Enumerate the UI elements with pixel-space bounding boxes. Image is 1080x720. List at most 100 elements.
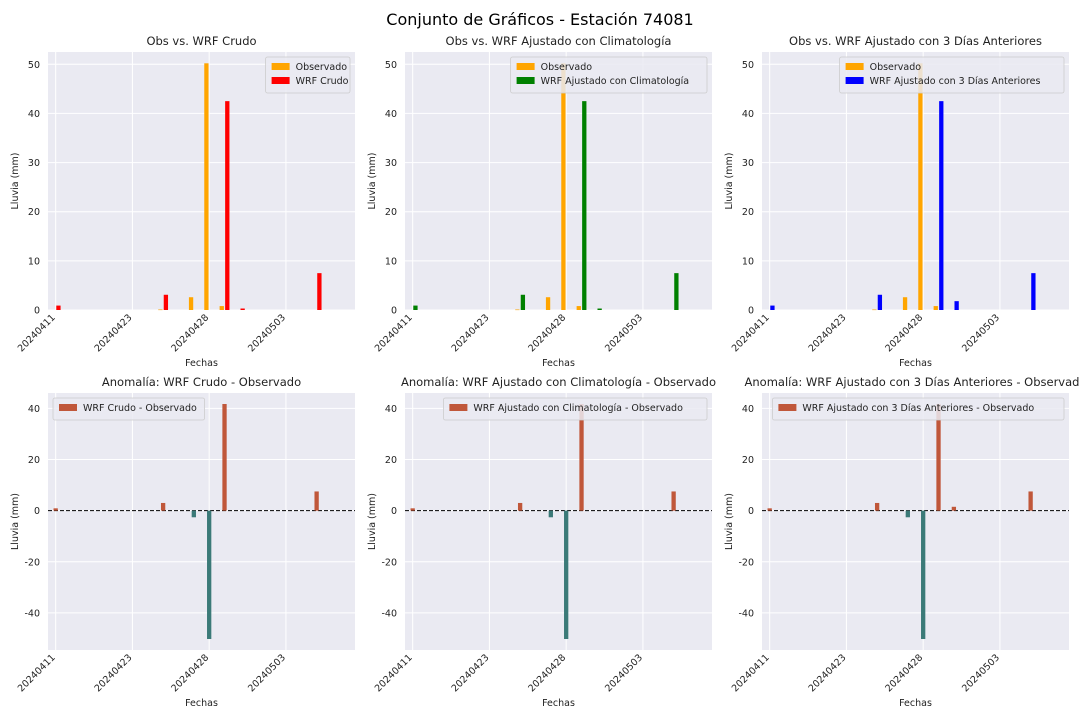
y-axis-label: Lluvia (mm): [724, 493, 735, 550]
legend-label: WRF Crudo - Observado: [83, 403, 197, 414]
y-axis-label: Lluvia (mm): [10, 153, 21, 210]
x-tick-label: 20240411: [730, 652, 772, 694]
y-tick-label: 10: [28, 256, 40, 267]
bar-series-2: [1031, 273, 1036, 310]
y-tick-label: 20: [385, 455, 397, 466]
x-tick-label: 20240423: [807, 312, 849, 354]
y-axis-label: Lluvia (mm): [367, 153, 378, 210]
y-tick-label: 0: [391, 306, 397, 317]
y-tick-label: 10: [742, 256, 754, 267]
x-tick-label: 20240411: [730, 312, 772, 354]
y-tick-label: 30: [385, 158, 397, 169]
bar-series-1: [671, 491, 676, 511]
bar-series-2: [240, 308, 245, 310]
legend-label: Observado: [296, 62, 348, 73]
y-tick-label: 40: [28, 404, 40, 415]
bar-series-1: [160, 502, 166, 511]
chart-panel-2: 0 10 20 30 40 50 20240411 20240423 20240428 20240…: [367, 34, 712, 369]
x-tick-label: 20240428: [169, 652, 211, 694]
y-tick-label: -40: [381, 608, 397, 619]
y-tick-label: -20: [738, 557, 754, 568]
bar-series-1: [222, 403, 227, 511]
legend-box: [442, 397, 708, 421]
y-tick-label: -40: [738, 608, 754, 619]
y-tick-label: 20: [28, 455, 40, 466]
bar-series-1: [918, 63, 923, 310]
bar-series-2: [674, 273, 679, 310]
x-tick-label: 20240503: [960, 312, 1002, 354]
legend-label: WRF Crudo: [296, 76, 349, 87]
legend-swatch: [59, 404, 77, 411]
x-tick-label: 20240503: [960, 652, 1002, 694]
bar-series-2: [413, 305, 418, 310]
x-axis-label: Fechas: [185, 358, 218, 369]
x-tick-label: 20240428: [169, 312, 211, 354]
x-tick-label: 20240411: [16, 312, 58, 354]
bar-series-1: [579, 403, 584, 511]
plot-area: [405, 393, 712, 650]
x-tick-label: 20240411: [373, 652, 415, 694]
x-tick-label: 20240503: [603, 312, 645, 354]
y-tick-label: 40: [385, 404, 397, 415]
x-axis-label: Fechas: [899, 698, 932, 709]
y-tick-label: 10: [385, 256, 397, 267]
chart-panel-4: -40 -20 0 20 40 20240411 20240423 20240428 20240…: [10, 375, 355, 709]
legend-box: [839, 56, 1065, 94]
bar-series-1: [515, 309, 520, 311]
bar-series-2: [520, 294, 526, 310]
y-tick-label: 30: [742, 158, 754, 169]
x-tick-label: 20240503: [603, 652, 645, 694]
y-axis-label: Lluvia (mm): [724, 153, 735, 210]
legend-swatch: [271, 63, 290, 70]
bar-series-1: [545, 297, 551, 310]
plot-area: [762, 52, 1069, 310]
chart-panel-3: 0 10 20 30 40 50 20240411 20240423 20240428 20240…: [724, 34, 1069, 369]
chart-title: Anomalía: WRF Crudo - Observado: [102, 375, 301, 389]
plot-area: [48, 52, 355, 310]
plot-area: [762, 393, 1069, 650]
x-axis-label: Fechas: [899, 358, 932, 369]
legend-swatch: [778, 404, 797, 411]
bar-series-2: [56, 305, 61, 310]
bar-series-1: [951, 506, 957, 511]
x-tick-label: 20240423: [450, 312, 492, 354]
x-tick-label: 20240428: [883, 312, 925, 354]
chart-title: Obs vs. WRF Crudo: [146, 34, 256, 48]
bar-series-1: [564, 510, 569, 640]
figure-title: Conjunto de Gráficos - Estación 74081: [386, 10, 694, 29]
chart-title: Obs vs. WRF Ajustado con 3 Días Anterior…: [789, 34, 1042, 48]
legend-swatch: [516, 63, 535, 70]
chart-title: Anomalía: WRF Ajustado con 3 Días Anteri…: [745, 375, 1080, 389]
legend-swatch: [845, 77, 864, 84]
legend-label: Observado: [870, 62, 922, 73]
y-tick-label: 40: [742, 109, 754, 120]
bar-series-1: [219, 306, 224, 310]
bar-series-2: [954, 301, 959, 310]
bar-series-2: [877, 294, 883, 310]
plot-area: [48, 393, 355, 650]
y-tick-label: 20: [385, 207, 397, 218]
legend: WRF Ajustado con Climatología - Observad…: [442, 397, 708, 421]
bar-series-1: [933, 306, 938, 310]
legend-swatch: [845, 63, 864, 70]
x-tick-label: 20240428: [526, 652, 568, 694]
legend-label: WRF Ajustado con 3 Días Anteriores - Obs…: [802, 403, 1034, 414]
y-tick-label: 30: [28, 158, 40, 169]
bar-series-1: [53, 508, 58, 511]
bar-series-1: [936, 403, 941, 511]
x-tick-label: 20240428: [526, 312, 568, 354]
bar-series-1: [188, 297, 194, 310]
y-axis-label: Lluvia (mm): [367, 493, 378, 550]
y-tick-label: 20: [742, 455, 754, 466]
x-axis-label: Fechas: [542, 358, 575, 369]
bar-series-1: [872, 309, 877, 311]
chart-panel-1: 0 10 20 30 40 50 20240411 20240423 20240428 20240…: [10, 34, 355, 369]
bar-series-2: [770, 305, 775, 310]
legend-label: WRF Ajustado con 3 Días Anteriores: [870, 76, 1041, 87]
x-axis-label: Fechas: [542, 698, 575, 709]
chart-title: Obs vs. WRF Ajustado con Climatología: [446, 34, 672, 48]
x-tick-label: 20240411: [373, 312, 415, 354]
legend: Observado WRF Crudo: [265, 56, 351, 94]
bar-series-1: [921, 510, 926, 640]
legend: Observado WRF Ajustado con Climatología: [510, 56, 708, 94]
